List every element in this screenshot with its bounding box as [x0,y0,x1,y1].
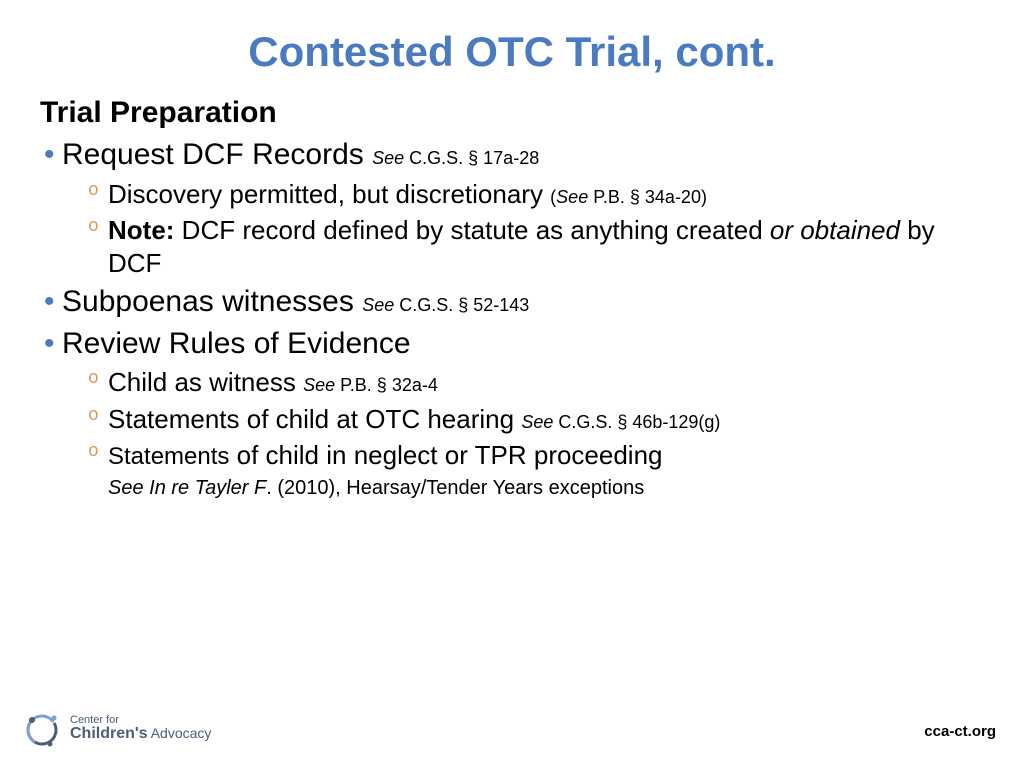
bullet-text: Subpoenas witnesses [62,285,362,318]
sub-bullet-statements-neglect: Statements of child in neglect or TPR pr… [40,439,984,472]
bullet-text: Child as witness [108,367,303,397]
citation-line: See In re Tayler F. (2010), Hearsay/Tend… [40,476,984,500]
citation: P.B. § 32a-4 [340,375,438,395]
citation: C.G.S. § 46b-129(g) [558,412,720,432]
citation: C.G.S. § 17a-28 [409,148,539,168]
bullet-text: Statements [108,443,229,470]
bullet-text: Request DCF Records [62,138,372,171]
footer-url: cca-ct.org [924,723,996,740]
org-logo: Center for Children's Advocacy [20,706,211,750]
sub-bullet-child-witness: Child as witness See P.B. § 32a-4 [40,366,984,399]
sub-bullet-note: Note: DCF record defined by statute as a… [40,214,984,279]
bullet-review-rules: Review Rules of Evidence [40,325,984,363]
citation: See [556,187,593,207]
bullet-request-dcf: Request DCF Records See C.G.S. § 17a-28 [40,136,984,174]
bullet-subpoenas: Subpoenas witnesses See C.G.S. § 52-143 [40,283,984,321]
logo-text: Center for Children's Advocacy [70,715,211,742]
bullet-text: of child in neglect or TPR proceeding [229,440,662,470]
slide-title: Contested OTC Trial, cont. [40,28,984,76]
section-heading: Trial Preparation [40,96,984,130]
bullet-text: Statements of child at OTC hearing [108,404,521,434]
citation: . (2010), Hearsay/Tender Years exception… [266,477,644,499]
logo-line2: Children's Advocacy [70,726,211,742]
citation: C.G.S. § 52-143 [399,295,529,315]
bullet-text: Discovery permitted, but discretionary [108,179,550,209]
citation: See [521,412,558,432]
citation: See [362,295,399,315]
sub-bullet-statements-otc: Statements of child at OTC hearing See C… [40,403,984,436]
citation: See [372,148,409,168]
citation: See In re Tayler F [108,477,266,499]
bullet-text: Review Rules of Evidence [62,327,411,360]
citation: See [303,375,340,395]
slide: Contested OTC Trial, cont. Trial Prepara… [0,0,1024,768]
italic-text: or obtained [770,215,900,245]
bullet-text: DCF record defined by statute as anythin… [174,215,769,245]
citation: P.B. § 34a-20) [593,187,707,207]
sub-bullet-discovery: Discovery permitted, but discretionary (… [40,178,984,211]
logo-icon [20,706,64,750]
note-label: Note: [108,215,174,245]
